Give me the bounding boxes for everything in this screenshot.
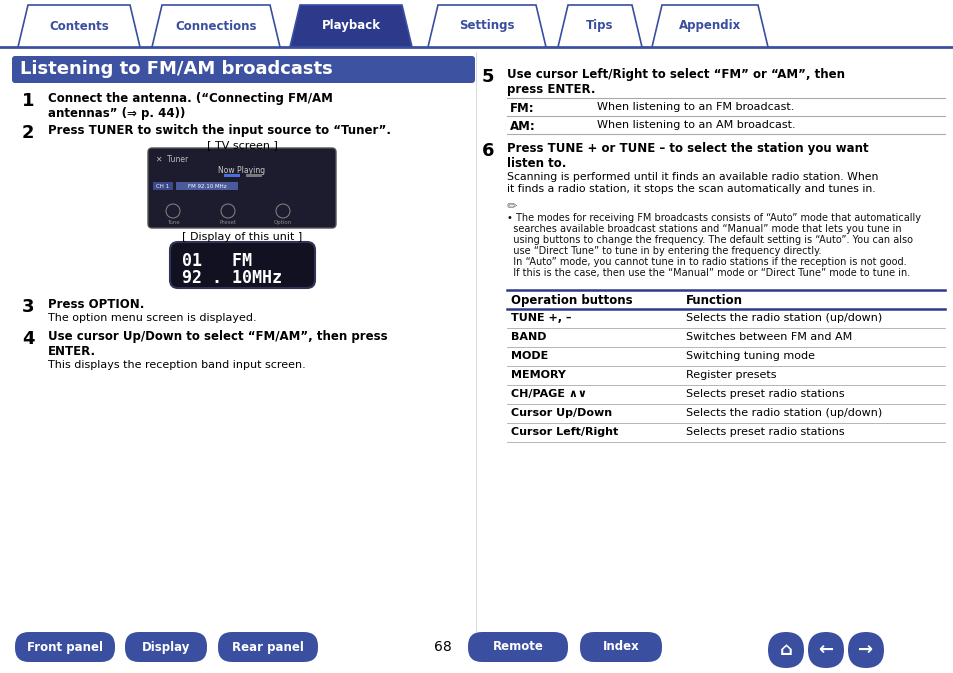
Text: it finds a radio station, it stops the scan automatically and tunes in.: it finds a radio station, it stops the s… — [506, 184, 875, 194]
Text: Press TUNE + or TUNE – to select the station you want: Press TUNE + or TUNE – to select the sta… — [506, 142, 868, 155]
Text: Use cursor Up/Down to select “FM/AM”, then press: Use cursor Up/Down to select “FM/AM”, th… — [48, 330, 387, 343]
Text: →: → — [858, 641, 873, 659]
Text: In “Auto” mode, you cannot tune in to radio stations if the reception is not goo: In “Auto” mode, you cannot tune in to ra… — [506, 257, 905, 267]
Polygon shape — [18, 5, 140, 47]
Text: 5: 5 — [481, 68, 494, 86]
Text: Appendix: Appendix — [679, 20, 740, 32]
FancyBboxPatch shape — [807, 632, 843, 668]
Text: Front panel: Front panel — [27, 641, 103, 653]
Polygon shape — [558, 5, 641, 47]
Text: Tips: Tips — [586, 20, 613, 32]
Text: ⌂: ⌂ — [779, 641, 792, 659]
Text: use “Direct Tune” to tune in by entering the frequency directly.: use “Direct Tune” to tune in by entering… — [506, 246, 821, 256]
Text: Listening to FM/AM broadcasts: Listening to FM/AM broadcasts — [20, 61, 333, 79]
Text: 6: 6 — [481, 142, 494, 160]
Text: ENTER.: ENTER. — [48, 345, 96, 358]
FancyBboxPatch shape — [468, 632, 567, 662]
Text: ←: ← — [818, 641, 833, 659]
Text: TUNE +, –: TUNE +, – — [511, 313, 571, 323]
FancyBboxPatch shape — [12, 56, 475, 83]
Text: The option menu screen is displayed.: The option menu screen is displayed. — [48, 313, 256, 323]
Text: Now Playing: Now Playing — [218, 166, 265, 175]
FancyBboxPatch shape — [170, 242, 314, 288]
Text: FM 92.10 MHz: FM 92.10 MHz — [188, 184, 226, 188]
FancyBboxPatch shape — [125, 632, 207, 662]
Text: [ TV screen ]: [ TV screen ] — [207, 140, 277, 150]
Text: When listening to an FM broadcast.: When listening to an FM broadcast. — [597, 102, 794, 112]
Text: listen to.: listen to. — [506, 157, 566, 170]
Text: Press OPTION.: Press OPTION. — [48, 298, 144, 311]
Text: Cursor Up/Down: Cursor Up/Down — [511, 408, 612, 418]
FancyBboxPatch shape — [579, 632, 661, 662]
Text: Press TUNER to switch the input source to “Tuner”.: Press TUNER to switch the input source t… — [48, 124, 391, 137]
Text: antennas” (⇒ p. 44)): antennas” (⇒ p. 44)) — [48, 107, 185, 120]
Text: Contents: Contents — [49, 20, 109, 32]
Text: Connections: Connections — [175, 20, 256, 32]
Text: Register presets: Register presets — [685, 370, 776, 380]
Polygon shape — [290, 5, 412, 47]
Text: MODE: MODE — [511, 351, 548, 361]
Text: searches available broadcast stations and “Manual” mode that lets you tune in: searches available broadcast stations an… — [506, 224, 901, 234]
Polygon shape — [428, 5, 545, 47]
Text: This displays the reception band input screen.: This displays the reception band input s… — [48, 360, 305, 370]
Text: Preset: Preset — [219, 220, 236, 225]
Text: 3: 3 — [22, 298, 34, 316]
Text: Selects preset radio stations: Selects preset radio stations — [685, 427, 843, 437]
FancyBboxPatch shape — [847, 632, 883, 668]
Text: If this is the case, then use the “Manual” mode or “Direct Tune” mode to tune in: If this is the case, then use the “Manua… — [506, 268, 909, 278]
Text: Selects the radio station (up/down): Selects the radio station (up/down) — [685, 313, 882, 323]
FancyBboxPatch shape — [767, 632, 803, 668]
Text: using buttons to change the frequency. The default setting is “Auto”. You can al: using buttons to change the frequency. T… — [506, 235, 912, 245]
Text: 1: 1 — [22, 92, 34, 110]
FancyBboxPatch shape — [15, 632, 115, 662]
Text: Index: Index — [602, 641, 639, 653]
Text: Settings: Settings — [458, 20, 515, 32]
Text: 01   FM: 01 FM — [182, 252, 252, 270]
Text: MEMORY: MEMORY — [511, 370, 565, 380]
Text: 68: 68 — [434, 640, 452, 654]
FancyBboxPatch shape — [218, 632, 317, 662]
Polygon shape — [152, 5, 280, 47]
Text: Tune: Tune — [167, 220, 179, 225]
Bar — [175, 182, 237, 190]
Text: Scanning is performed until it finds an available radio station. When: Scanning is performed until it finds an … — [506, 172, 878, 182]
Bar — [246, 174, 262, 177]
Text: [ Display of this unit ]: [ Display of this unit ] — [182, 232, 302, 242]
Text: CH/PAGE ∧∨: CH/PAGE ∧∨ — [511, 389, 586, 399]
Text: When listening to an AM broadcast.: When listening to an AM broadcast. — [597, 120, 795, 130]
Text: Cursor Left/Right: Cursor Left/Right — [511, 427, 618, 437]
Text: Switches between FM and AM: Switches between FM and AM — [685, 332, 851, 342]
Text: Connect the antenna. (“Connecting FM/AM: Connect the antenna. (“Connecting FM/AM — [48, 92, 333, 105]
Text: CH 1: CH 1 — [156, 184, 170, 188]
Text: Option: Option — [274, 220, 292, 225]
Text: ✏: ✏ — [506, 200, 517, 213]
Text: Selects the radio station (up/down): Selects the radio station (up/down) — [685, 408, 882, 418]
Text: 2: 2 — [22, 124, 34, 142]
Bar — [152, 182, 172, 190]
Text: BAND: BAND — [511, 332, 546, 342]
Text: Function: Function — [685, 294, 742, 307]
Text: press ENTER.: press ENTER. — [506, 83, 595, 96]
Text: AM:: AM: — [510, 120, 536, 133]
Text: Playback: Playback — [321, 20, 380, 32]
Polygon shape — [651, 5, 767, 47]
FancyBboxPatch shape — [148, 148, 335, 228]
Text: Operation buttons: Operation buttons — [511, 294, 632, 307]
Text: Display: Display — [142, 641, 190, 653]
Text: Remote: Remote — [492, 641, 543, 653]
Text: 4: 4 — [22, 330, 34, 348]
Text: Rear panel: Rear panel — [232, 641, 304, 653]
Text: ✕  Tuner: ✕ Tuner — [156, 155, 188, 164]
Text: Selects preset radio stations: Selects preset radio stations — [685, 389, 843, 399]
Text: FM:: FM: — [510, 102, 534, 115]
Text: 92 . 10MHz: 92 . 10MHz — [182, 269, 282, 287]
Text: Use cursor Left/Right to select “FM” or “AM”, then: Use cursor Left/Right to select “FM” or … — [506, 68, 844, 81]
Text: • The modes for receiving FM broadcasts consists of “Auto” mode that automatical: • The modes for receiving FM broadcasts … — [506, 213, 920, 223]
Bar — [224, 174, 240, 177]
Text: Switching tuning mode: Switching tuning mode — [685, 351, 814, 361]
